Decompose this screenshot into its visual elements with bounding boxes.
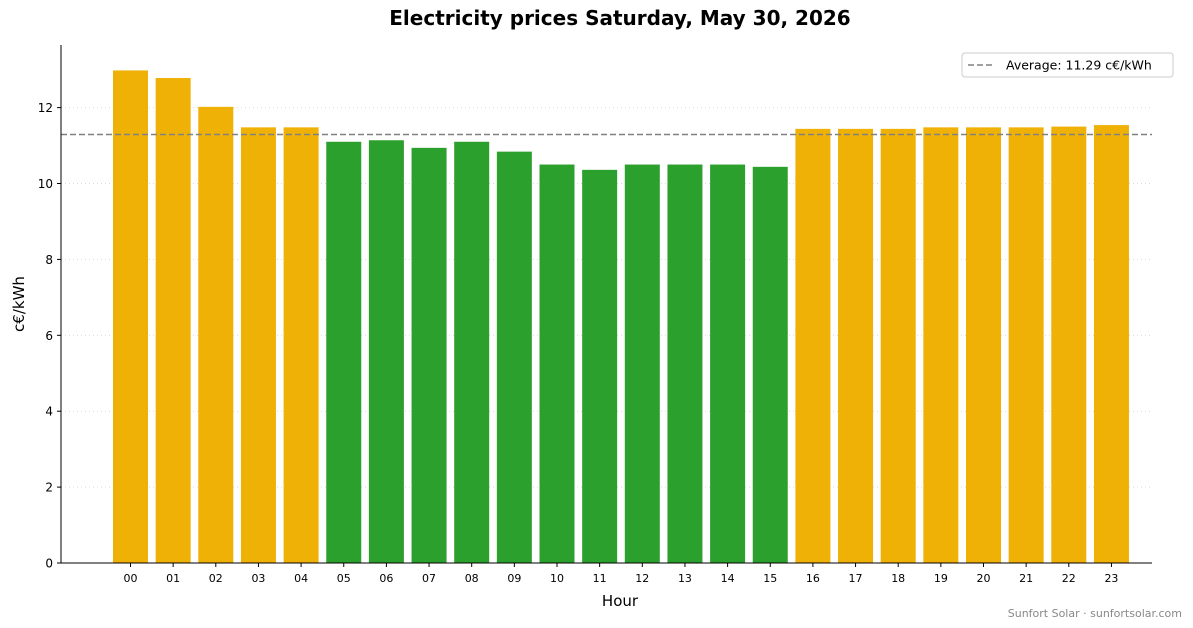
bar-01 bbox=[155, 78, 191, 563]
x-tick-label: 10 bbox=[550, 572, 564, 585]
y-ticks: 0 2 4 6 8 10 12 bbox=[38, 101, 61, 571]
x-tick-label: 01 bbox=[166, 572, 180, 585]
x-tick-label: 09 bbox=[507, 572, 521, 585]
bar-02 bbox=[198, 106, 234, 563]
bar-21 bbox=[1008, 127, 1044, 563]
x-tick-label: 21 bbox=[1019, 572, 1033, 585]
bar-17 bbox=[838, 128, 874, 563]
x-tick-label: 16 bbox=[806, 572, 820, 585]
y-axis-label: c€/kWh bbox=[10, 276, 28, 332]
bar-06 bbox=[368, 140, 404, 563]
x-tick-label: 19 bbox=[934, 572, 948, 585]
y-tick-label: 8 bbox=[45, 253, 53, 267]
x-tick-label: 20 bbox=[977, 572, 991, 585]
legend: Average: 11.29 c€/kWh bbox=[961, 52, 1174, 78]
x-tick-label: 06 bbox=[379, 572, 393, 585]
axes bbox=[60, 45, 1152, 564]
x-tick-label: 13 bbox=[678, 572, 692, 585]
y-tick-label: 2 bbox=[45, 481, 53, 495]
x-tick-label: 08 bbox=[465, 572, 479, 585]
y-tick-label: 4 bbox=[45, 405, 53, 419]
bar-09 bbox=[496, 151, 532, 563]
x-ticks: 00 01 02 03 04 05 06 07 08 09 10 11 12 13 14 15 16 17 18 19… bbox=[124, 563, 1118, 585]
x-tick-label: 17 bbox=[849, 572, 863, 585]
y-tick-label: 12 bbox=[38, 101, 53, 115]
x-tick-label: 03 bbox=[251, 572, 265, 585]
x-tick-label: 07 bbox=[422, 572, 436, 585]
bar-05 bbox=[326, 141, 362, 563]
bars bbox=[113, 70, 1129, 564]
bar-18 bbox=[880, 128, 916, 563]
bar-13 bbox=[667, 164, 703, 564]
x-tick-label: 02 bbox=[209, 572, 223, 585]
bar-22 bbox=[1051, 126, 1087, 563]
bar-00 bbox=[113, 70, 148, 563]
bar-12 bbox=[624, 164, 660, 564]
bar-03 bbox=[240, 127, 276, 563]
x-tick-label: 22 bbox=[1062, 572, 1076, 585]
bar-10 bbox=[539, 164, 575, 564]
bar-19 bbox=[923, 127, 959, 563]
legend-label: Average: 11.29 c€/kWh bbox=[1006, 58, 1152, 73]
footer-credit: Sunfort Solar · sunfortsolar.com bbox=[1008, 607, 1182, 620]
x-tick-label: 15 bbox=[763, 572, 777, 585]
bar-08 bbox=[454, 141, 490, 563]
bar-04 bbox=[283, 127, 319, 563]
bar-20 bbox=[966, 127, 1001, 563]
x-tick-label: 04 bbox=[294, 572, 308, 585]
bar-07 bbox=[411, 147, 447, 564]
chart-title: Electricity prices Saturday, May 30, 202… bbox=[389, 6, 850, 30]
bar-23 bbox=[1093, 125, 1129, 564]
x-tick-label: 11 bbox=[593, 572, 607, 585]
bar-11 bbox=[582, 169, 618, 563]
y-tick-label: 10 bbox=[38, 177, 53, 191]
x-axis-label: Hour bbox=[602, 592, 639, 610]
x-tick-label: 05 bbox=[337, 572, 351, 585]
y-tick-label: 0 bbox=[45, 557, 53, 571]
bar-15 bbox=[752, 166, 788, 564]
bar-16 bbox=[795, 128, 831, 563]
x-tick-label: 00 bbox=[124, 572, 138, 585]
legend-box bbox=[961, 52, 1174, 78]
bar-14 bbox=[710, 164, 746, 564]
x-tick-label: 14 bbox=[721, 572, 735, 585]
x-tick-label: 12 bbox=[635, 572, 649, 585]
x-tick-label: 23 bbox=[1104, 572, 1118, 585]
y-tick-label: 6 bbox=[45, 329, 53, 343]
x-tick-label: 18 bbox=[891, 572, 905, 585]
